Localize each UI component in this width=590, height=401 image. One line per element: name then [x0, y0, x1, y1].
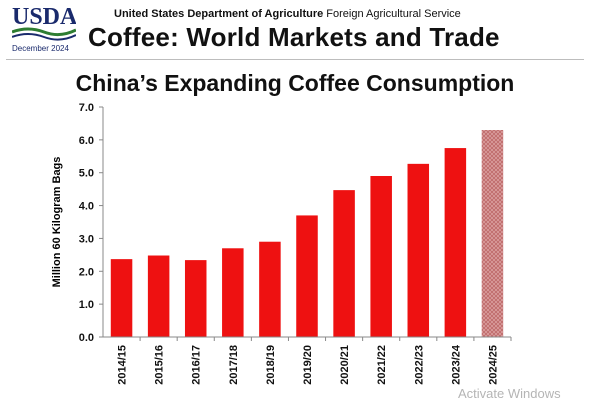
x-tick-label: 2023/24	[450, 344, 462, 385]
bar	[110, 259, 133, 337]
y-tick-label: 5.0	[79, 168, 94, 180]
bar	[333, 190, 355, 337]
header-divider	[6, 59, 584, 60]
x-tick-label: 2014/15	[117, 345, 129, 385]
agency-name: United States Department of Agriculture …	[114, 8, 461, 20]
x-tick-label: 2018/19	[265, 345, 277, 385]
y-tick-label: 0.0	[79, 332, 94, 344]
report-header: USDA December 2024 United States Departm…	[0, 0, 590, 60]
agency-name-rest: Foreign Agricultural Service	[326, 8, 461, 20]
bar	[259, 241, 281, 337]
bar	[444, 148, 467, 337]
y-tick-label: 7.0	[79, 102, 94, 114]
x-tick-label: 2015/16	[154, 345, 166, 385]
x-tick-label: 2024/25	[487, 345, 499, 385]
activate-windows-watermark: Activate Windows	[458, 386, 561, 401]
y-tick-label: 6.0	[79, 135, 94, 147]
x-tick-label: 2016/17	[191, 345, 203, 385]
bar	[222, 248, 244, 337]
x-tick-label: 2022/23	[413, 345, 425, 385]
y-axis-title: Million 60 Kilogram Bags	[51, 157, 63, 288]
x-tick-label: 2017/18	[228, 345, 240, 385]
x-tick-label: 2019/20	[302, 345, 314, 385]
report-title: Coffee: World Markets and Trade	[88, 22, 500, 52]
y-tick-label: 2.0	[79, 266, 94, 278]
y-tick-label: 1.0	[79, 299, 94, 311]
y-tick-label: 3.0	[79, 233, 94, 245]
usda-logo-text: USDA	[12, 4, 76, 30]
bar	[407, 163, 430, 337]
bar	[184, 260, 207, 337]
usda-logo: USDA	[11, 2, 78, 42]
bar-forecast	[481, 130, 504, 337]
y-tick-label: 4.0	[79, 201, 94, 213]
agency-name-bold: United States Department of Agriculture	[114, 8, 324, 20]
chart-title: China’s Expanding Coffee Consumption	[75, 70, 515, 96]
bar	[147, 255, 170, 337]
report-date: December 2024	[12, 44, 69, 53]
x-tick-label: 2020/21	[339, 345, 351, 385]
x-tick-label: 2021/22	[376, 345, 388, 385]
bar	[296, 215, 318, 337]
bar	[370, 176, 392, 337]
